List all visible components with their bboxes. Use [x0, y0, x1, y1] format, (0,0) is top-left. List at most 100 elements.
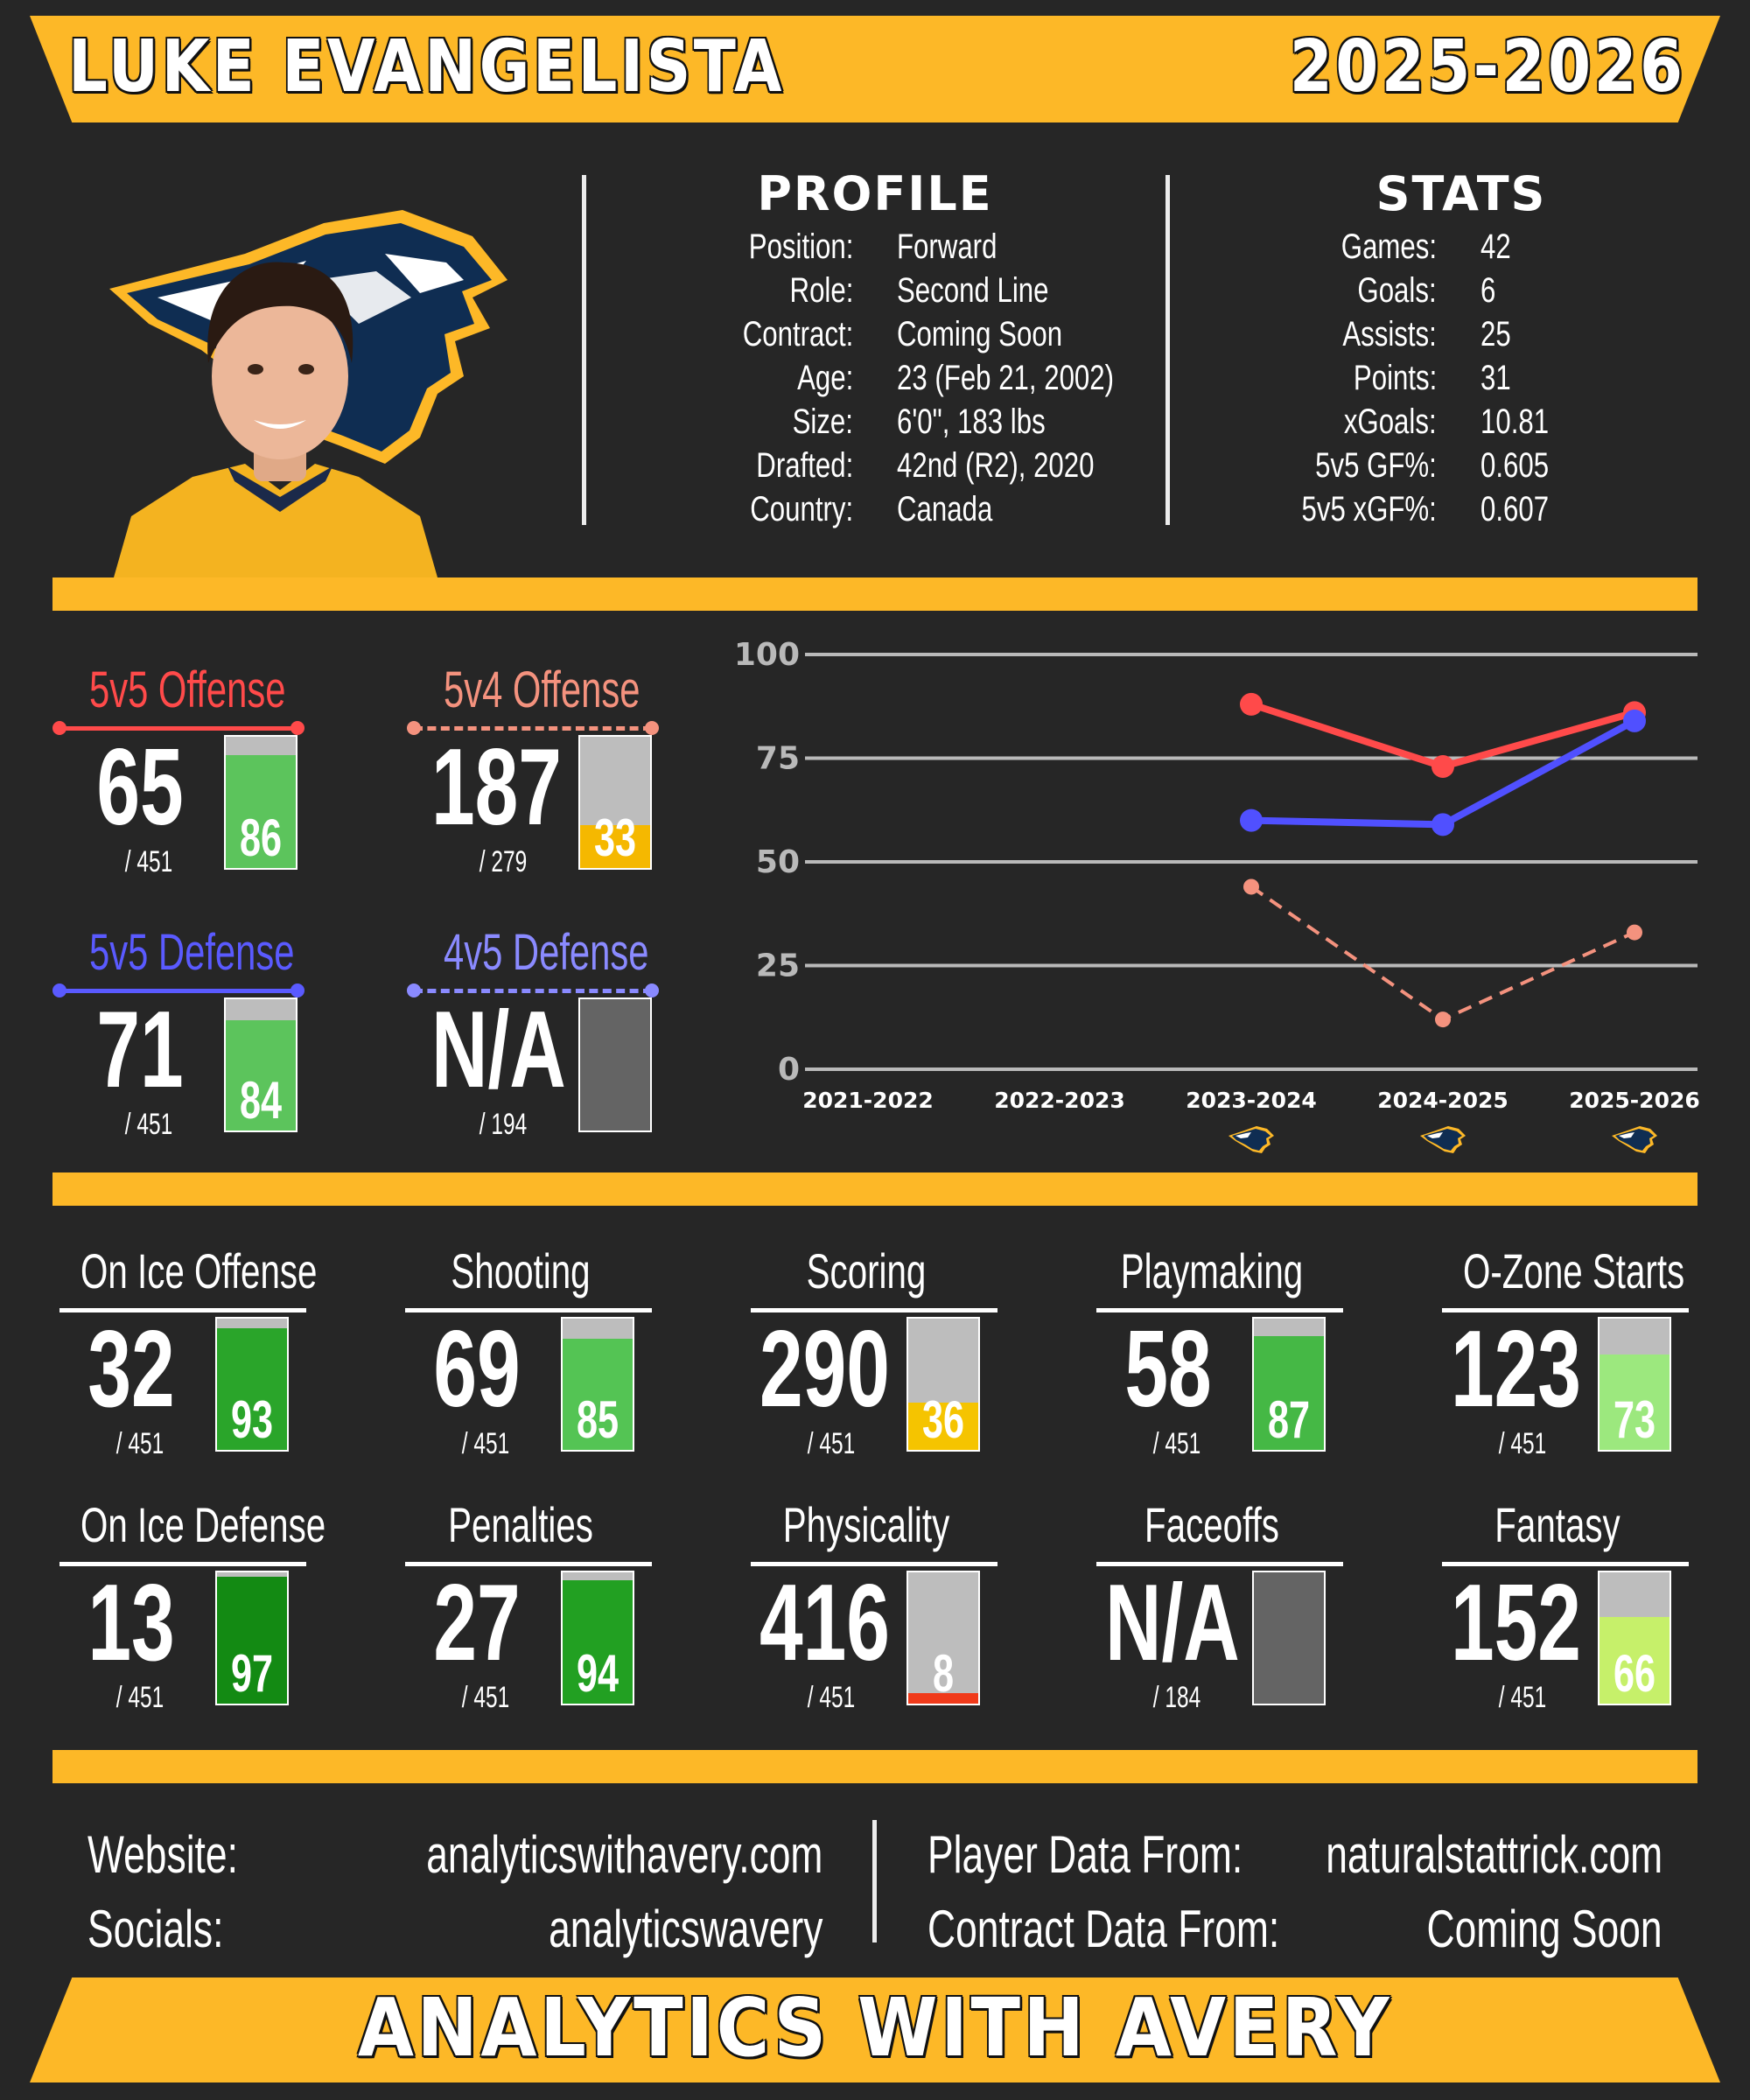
metric-name: Playmaking [1120, 1243, 1304, 1298]
metric-5v4-offense: 5v4 Offense 187/ 279 33 [407, 665, 669, 884]
percentile-label: 66 [1613, 1644, 1656, 1703]
predators-logo-icon [1420, 1126, 1466, 1153]
socials-label: Socials: [88, 1900, 224, 1958]
legend-marker [290, 984, 304, 998]
metric-rank: 290 [760, 1309, 890, 1430]
metric-5v5-defense: 5v5 Defense 71/ 451 84 [52, 928, 315, 1146]
data-point [1240, 692, 1263, 716]
stats-title: STATS [1376, 166, 1547, 221]
metric-total: / 194 [479, 1108, 528, 1141]
legend-marker [407, 984, 421, 998]
metric-rank: 69 [433, 1309, 521, 1430]
data-point [1432, 754, 1454, 778]
percentile-fill [1600, 1354, 1670, 1450]
legend-marker [52, 721, 66, 735]
stat-label: Games: [1340, 228, 1437, 266]
metric-on-ice-offense: On Ice Offense 32/ 451 93 [44, 1243, 318, 1466]
metric-total: / 279 [479, 845, 528, 878]
contract-data-label: Contract Data From: [928, 1900, 1280, 1958]
metric-total: / 451 [124, 845, 173, 878]
stat-label: 5v5 xGF%: [1301, 490, 1437, 528]
metric-rank: 187 [431, 727, 562, 848]
website-link[interactable]: analyticswithavery.com [425, 1825, 822, 1884]
percentile-label: 85 [576, 1390, 620, 1449]
metric-name: On Ice Defense [80, 1497, 326, 1552]
percentile-label: 86 [239, 808, 283, 867]
percentile-fill [563, 1338, 633, 1450]
percentile-fill [226, 1020, 296, 1130]
separator-1 [52, 578, 1698, 611]
header-banner [30, 16, 1720, 122]
series-line [1250, 885, 1635, 1022]
player-portrait [96, 175, 516, 578]
metric-name: 4v5 Defense [444, 924, 649, 981]
metric-total: / 451 [807, 1427, 856, 1460]
metric-total: / 451 [1152, 1427, 1201, 1460]
metric-name: Physicality [782, 1497, 950, 1552]
x-tick-label: 2022-2023 [994, 1088, 1125, 1113]
metric-name: Penalties [448, 1497, 593, 1552]
stat-value: 6 [1480, 271, 1496, 310]
metric-total: / 451 [116, 1681, 164, 1714]
data-point [1432, 813, 1454, 836]
y-tick-label: 75 [756, 741, 800, 777]
metric-total: / 451 [116, 1427, 164, 1460]
brand-name: ANALYTICS WITH AVERY [357, 1981, 1393, 2075]
metric-fantasy: Fantasy 152/ 451 66 [1426, 1501, 1689, 1719]
profile-value: 42nd (R2), 2020 [897, 446, 1095, 485]
percentile-fill [226, 755, 296, 868]
metric-name: Fantasy [1494, 1497, 1620, 1552]
metric-name: On Ice Offense [80, 1243, 318, 1298]
percentile-fill [217, 1576, 287, 1704]
stat-label: 5v5 GF%: [1315, 446, 1437, 485]
data-point [1627, 924, 1642, 941]
metric-5v5-offense: 5v5 Offense 65/ 451 86 [52, 665, 315, 884]
website-label: Website: [88, 1825, 238, 1884]
season-label: 2025-2026 [1289, 25, 1685, 108]
separator-3 [52, 1750, 1698, 1783]
x-tick-label: 2025-2026 [1569, 1088, 1700, 1113]
percentile-bar: 8 [906, 1571, 980, 1705]
percentile-label: 36 [921, 1390, 965, 1449]
percentile-bar: 85 [561, 1317, 634, 1452]
profile-value: Forward [897, 228, 998, 266]
footer-banner [30, 1978, 1720, 2082]
metric-name: Scoring [806, 1243, 927, 1298]
metric-faceoffs: Faceoffs N/A/ 184 [1081, 1501, 1343, 1719]
metric-total: / 451 [1498, 1681, 1547, 1714]
percentile-bar: 94 [561, 1571, 634, 1705]
metric-physicality: Physicality 416/ 451 8 [735, 1501, 998, 1719]
percentile-fill [908, 1693, 978, 1704]
profile-value: Canada [897, 490, 993, 528]
player-data-source[interactable]: naturalstattrick.com [1326, 1825, 1662, 1884]
socials-handle[interactable]: analyticswavery [548, 1900, 822, 1958]
profile-label: Position: [748, 228, 853, 266]
legend-marker [52, 984, 66, 998]
stat-value: 0.607 [1480, 490, 1550, 528]
y-tick-label: 0 [778, 1052, 800, 1088]
percentile-bar: 84 [224, 998, 298, 1132]
percentile-fill [580, 824, 650, 868]
percentile-label: 84 [239, 1071, 283, 1130]
profile-label: Drafted: [756, 446, 853, 485]
profile-label: Contract: [742, 315, 853, 354]
metric-rank: 13 [88, 1563, 175, 1684]
stat-label: Goals: [1357, 271, 1437, 310]
metric-on-ice-defense: On Ice Defense 13/ 451 97 [44, 1497, 326, 1719]
metric-o-zone-starts: O-Zone Starts 123/ 451 73 [1426, 1247, 1689, 1466]
percentile-bar: 86 [224, 735, 298, 870]
metric-name: 5v5 Offense [88, 662, 286, 718]
metric-name: 5v5 Defense [88, 924, 295, 981]
percentile-label: 33 [593, 808, 637, 867]
metric-legend-line [60, 726, 298, 731]
predators-logo-icon [1228, 1126, 1274, 1153]
percentile-label: 8 [932, 1644, 955, 1703]
percentile-label: 93 [230, 1390, 274, 1449]
metric-name: Faceoffs [1144, 1497, 1279, 1552]
metric-rank: N/A [1105, 1563, 1240, 1684]
data-point [1240, 808, 1263, 832]
contract-data-source: Coming Soon [1426, 1900, 1662, 1958]
percentile-bar [1252, 1571, 1326, 1705]
metric-underline [751, 1308, 998, 1312]
x-tick-label: 2023-2024 [1186, 1088, 1317, 1113]
